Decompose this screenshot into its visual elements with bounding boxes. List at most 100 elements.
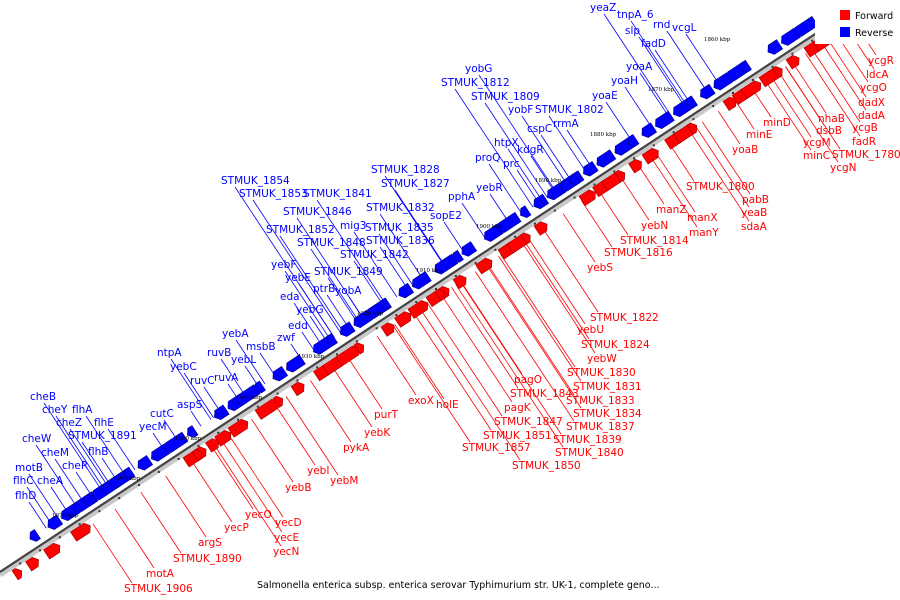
- leader-line: [279, 235, 344, 333]
- forward-gene: [227, 418, 249, 438]
- leader-line: [516, 169, 540, 204]
- gene-label-STMUK_1828: STMUK_1828: [371, 164, 440, 176]
- leader-line: [562, 213, 596, 263]
- kbp-tick: 1940 kbp: [236, 395, 263, 401]
- leader-line: [454, 88, 534, 208]
- axis-tick-mark: [375, 327, 378, 330]
- gene-label-STMUK_1847: STMUK_1847: [494, 416, 563, 428]
- gene-label-yebI: yebI: [307, 465, 329, 477]
- gene-label-yebW: yebW: [587, 353, 617, 365]
- reverse-gene: [583, 161, 599, 177]
- leader-line: [527, 236, 586, 325]
- leader-line: [638, 36, 686, 107]
- leader-line: [213, 443, 282, 547]
- leader-line: [376, 335, 417, 396]
- leader-line: [530, 155, 556, 193]
- reverse-gene: [412, 271, 432, 290]
- gene-label-pagO: pagO: [514, 374, 542, 386]
- leader-line: [210, 445, 254, 510]
- gene-label-msbB: msbB: [246, 341, 276, 353]
- leader-line: [327, 277, 358, 324]
- leader-line: [440, 293, 513, 403]
- leader-line: [285, 396, 339, 476]
- axis-tick-mark: [157, 470, 160, 473]
- gene-label-flhD: flhD: [15, 490, 36, 502]
- axis-tick-mark: [78, 523, 81, 526]
- axis-tick-mark: [435, 288, 438, 291]
- gene-label-STMUK_1830: STMUK_1830: [567, 367, 636, 379]
- axis-tick-mark: [751, 78, 754, 81]
- axis-tick-mark: [712, 105, 715, 108]
- axis-tick-mark: [415, 301, 418, 304]
- gene-label-yoaE: yoaE: [592, 90, 618, 102]
- kbp-tick: 1870 kbp: [648, 87, 675, 93]
- gene-label-dsbB: dsbB: [816, 125, 842, 137]
- forward-gene: [772, 66, 783, 79]
- gene-label-cspC: cspC: [527, 123, 552, 135]
- gene-label-STMUK_1842: STMUK_1842: [340, 249, 409, 261]
- legend-forward-swatch: [840, 10, 850, 20]
- forward-gene: [70, 522, 91, 542]
- reverse-gene: [740, 59, 752, 73]
- leader-line: [521, 115, 568, 185]
- gene-label-rnd: rnd: [653, 19, 670, 31]
- gene-label-STMUK_1836: STMUK_1836: [366, 235, 435, 247]
- gene-label-mig3: mig3: [340, 220, 367, 232]
- leader-line: [114, 508, 155, 569]
- axis-tick-mark: [19, 562, 22, 565]
- leader-line: [649, 155, 698, 228]
- leader-line: [107, 428, 136, 471]
- gene-label-yobA: yobA: [335, 285, 362, 297]
- leader-line: [605, 101, 633, 142]
- axis-tick-mark: [791, 52, 794, 55]
- leader-line: [443, 221, 465, 253]
- forward-gene: [380, 322, 395, 337]
- gene-label-rrmA: rrmA: [553, 118, 579, 130]
- kbp-ticks: 1860 kbp 1870 kbp 1880 kbp 1890 kbp 1900…: [52, 37, 731, 519]
- gene-label-manY: manY: [689, 227, 719, 239]
- gene-label-STMUK_1816: STMUK_1816: [604, 247, 673, 259]
- leader-line: [827, 38, 867, 98]
- leader-line: [28, 501, 47, 529]
- kbp-tick: 1950 kbp: [175, 436, 202, 442]
- gene-label-minE: minE: [746, 129, 772, 141]
- forward-gene: [205, 438, 219, 453]
- reverse-gene: [655, 110, 675, 129]
- gene-label-flhB: flhB: [88, 446, 108, 458]
- gene-label-STMUK_1891: STMUK_1891: [68, 430, 137, 442]
- axis-tick-mark: [672, 131, 675, 134]
- leader-line: [777, 71, 839, 163]
- forward-gene: [578, 189, 596, 207]
- gene-label-yoaB: yoaB: [732, 144, 758, 156]
- gene-label-yebE: yebE: [285, 272, 311, 284]
- gene-label-cheW: cheW: [22, 433, 52, 445]
- leader-line: [427, 302, 503, 417]
- leader-line: [541, 227, 599, 313]
- gene-label-ycgO: ycgO: [860, 82, 887, 94]
- leader-line: [235, 339, 266, 385]
- gene-label-cheM: cheM: [41, 447, 69, 459]
- leader-line: [619, 175, 650, 221]
- gene-label-cheY: cheY: [42, 404, 68, 416]
- leader-line: [488, 163, 523, 215]
- leader-line: [394, 324, 445, 400]
- leader-line: [785, 66, 841, 150]
- leader-lines: [26, 13, 877, 584]
- gene-glyphs: [11, 0, 873, 581]
- reverse-gene: [767, 39, 784, 55]
- gene-label-STMUK_1824: STMUK_1824: [581, 339, 650, 351]
- gene-label-holE: holE: [436, 399, 459, 411]
- leader-line: [655, 152, 696, 213]
- forward-gene: [722, 96, 737, 111]
- reverse-gene: [29, 529, 41, 542]
- gene-label-ruvC: ruvC: [190, 375, 215, 387]
- axis-tick-mark: [296, 379, 299, 382]
- axis-tick-mark: [58, 536, 61, 539]
- leader-line: [500, 254, 576, 368]
- leader-line: [821, 42, 867, 111]
- axis-tick-mark: [474, 261, 477, 264]
- legend-reverse-label: Reverse: [855, 28, 893, 39]
- gene-label-STMUK_1814: STMUK_1814: [620, 235, 689, 247]
- gene-label-kdgR: kdgR: [517, 144, 544, 156]
- reverse-gene: [124, 466, 136, 480]
